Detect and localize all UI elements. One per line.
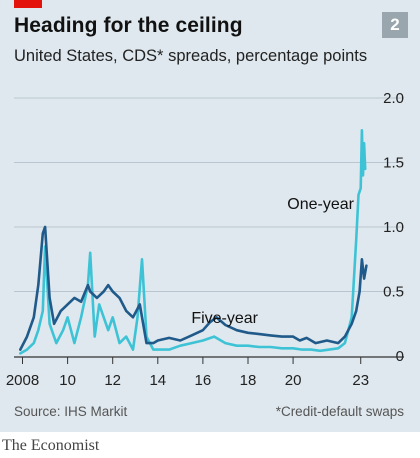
annotation-one-year: One-year <box>287 196 354 213</box>
series-line-five-year <box>18 225 368 351</box>
y-tick-label: 2.0 <box>383 90 404 107</box>
series-lines <box>18 129 368 355</box>
x-tick-label: 12 <box>104 372 121 389</box>
series-line-one-year <box>18 129 367 355</box>
x-tick-label: 10 <box>59 372 76 389</box>
x-tick-label: 14 <box>149 372 166 389</box>
x-tick-label: 2008 <box>6 372 39 389</box>
x-tick-label: 16 <box>195 372 212 389</box>
y-tick-label: 1.0 <box>383 219 404 236</box>
chart-number-badge: 2 <box>382 12 408 38</box>
x-tick-label: 23 <box>352 372 369 389</box>
y-tick-label: 1.5 <box>383 155 404 172</box>
series-annotations: One-year Five-year <box>191 196 354 327</box>
annotation-five-year: Five-year <box>191 310 258 327</box>
gridlines <box>14 97 404 292</box>
x-tick-label: 18 <box>240 372 257 389</box>
source-note: Source: IHS Markit <box>14 404 128 419</box>
brand-red-tag <box>14 0 42 8</box>
footnote: *Credit-default swaps <box>275 404 404 419</box>
publisher-brand: The Economist <box>2 437 100 454</box>
x-axis: 2008 10 12 14 16 18 20 23 <box>6 356 404 389</box>
y-axis-ticks: 00.51.01.52.0 <box>383 90 404 365</box>
chart-card: Heading for the ceiling 2 United States,… <box>0 0 420 432</box>
y-tick-label: 0.5 <box>383 284 404 301</box>
x-tick-label: 20 <box>285 372 302 389</box>
chart-subtitle: United States, CDS* spreads, percentage … <box>14 47 368 65</box>
chart-title: Heading for the ceiling <box>14 14 243 37</box>
